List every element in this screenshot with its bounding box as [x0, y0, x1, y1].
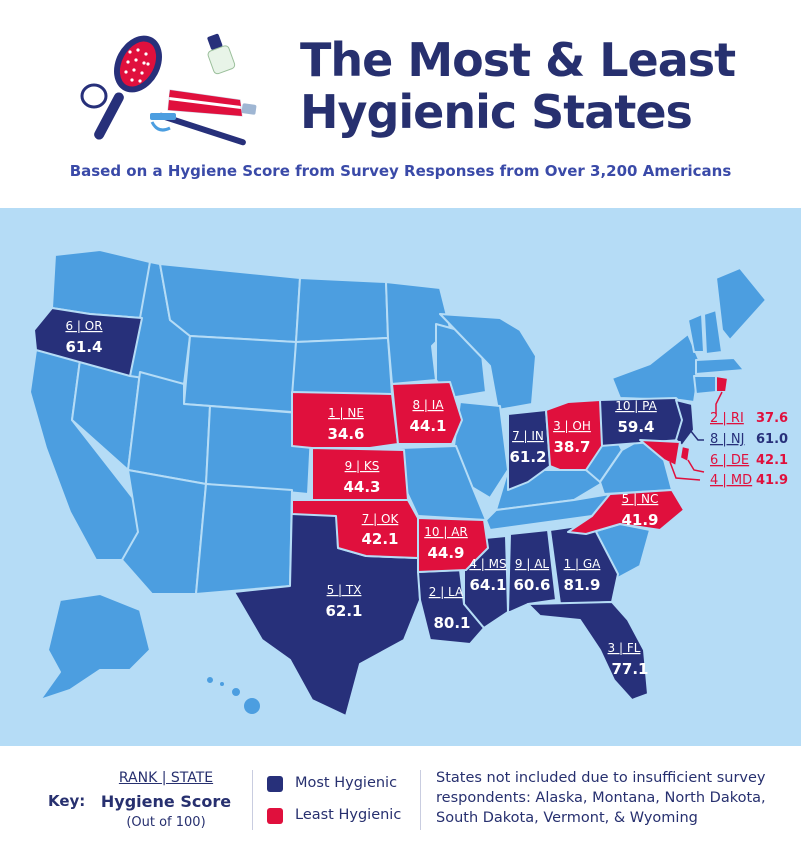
page-subtitle: Based on a Hygiene Score from Survey Res…: [69, 162, 732, 180]
key-divider-1: [252, 770, 253, 830]
label-ok-score: 42.1: [361, 530, 398, 548]
state-wa: [51, 249, 151, 319]
label-ms-rank: 4 | MS: [469, 557, 506, 571]
label-de-rank: 6 | DE: [710, 453, 749, 468]
label-fl-rank: 3 | FL: [608, 641, 641, 655]
label-ri-rank: 2 | RI: [710, 411, 744, 426]
label-ok-rank: 7 | OK: [362, 512, 400, 526]
key-out-of: (Out of 100): [126, 815, 206, 830]
label-ri-score: 37.6: [756, 411, 788, 426]
label-ga-score: 81.9: [563, 576, 600, 594]
state-oh: [545, 399, 603, 471]
state-ak: [39, 593, 151, 701]
nj-leader-line: [689, 429, 704, 441]
ri-leader-line: [715, 391, 723, 414]
state-la: [417, 569, 485, 645]
toothbrush-icon: [150, 112, 246, 146]
label-fl-score: 77.1: [611, 660, 648, 678]
state-mi: [439, 313, 537, 411]
label-oh-rank: 3 | OH: [553, 419, 591, 433]
state-nc: [567, 489, 685, 535]
state-ct: [693, 375, 717, 395]
label-la-rank: 2 | LA: [429, 585, 464, 599]
label-nj-rank: 8 | NJ: [710, 432, 744, 447]
key-panel: [0, 746, 801, 855]
state-me: [715, 267, 767, 341]
label-al-rank: 9 | AL: [515, 557, 550, 571]
label-de-score: 42.1: [756, 453, 788, 468]
state-nd: [295, 277, 389, 343]
label-la-score: 80.1: [433, 614, 470, 632]
label-pa-score: 59.4: [617, 418, 654, 436]
state-de: [679, 445, 691, 463]
nail-polish-icon: [207, 33, 236, 75]
hair-tie-icon: [80, 83, 108, 109]
label-in-rank: 7 | IN: [512, 429, 544, 443]
label-ne-score: 34.6: [327, 425, 364, 443]
hairbrush-icon: [94, 35, 162, 140]
label-md-rank: 4 | MD: [710, 473, 752, 488]
state-or: [33, 307, 143, 377]
label-ks-rank: 9 | KS: [345, 459, 380, 473]
state-md: [639, 439, 681, 467]
key-rank-state: RANK | STATE: [118, 770, 214, 786]
label-ks-score: 44.3: [343, 478, 380, 496]
us-map: 6 | OR 61.4 1 | NE 34.6 8 | IA 44.1 9 | …: [0, 208, 801, 746]
state-sd: [291, 337, 393, 397]
label-nj-score: 61.0: [756, 432, 788, 447]
label-al-score: 60.6: [513, 576, 550, 594]
state-ok: [291, 499, 419, 559]
state-ma: [695, 357, 745, 375]
key-hygiene-score: Hygiene Score: [100, 792, 232, 811]
title-line-1: The Most & Least: [300, 33, 736, 87]
state-nm: [195, 483, 293, 595]
key-note: States not included due to insufficient …: [436, 770, 766, 826]
label-ia-score: 44.1: [409, 417, 446, 435]
title-line-2: Hygienic States: [300, 85, 693, 139]
toothpaste-icon: [167, 89, 257, 117]
md-leader-line: [669, 461, 701, 481]
state-ia: [391, 381, 463, 445]
state-fl: [527, 601, 649, 701]
label-ar-score: 44.9: [427, 544, 464, 562]
state-wy: [183, 335, 297, 413]
state-co: [205, 405, 313, 495]
key-swatch-most: [267, 776, 283, 792]
label-ne-rank: 1 | NE: [328, 406, 364, 420]
state-hi: [205, 675, 262, 716]
label-oh-score: 38.7: [553, 438, 590, 456]
key-swatch-least: [267, 808, 283, 824]
label-nc-rank: 5 | NC: [622, 492, 659, 506]
label-nc-score: 41.9: [621, 511, 658, 529]
state-ri: [715, 375, 729, 393]
label-ia-rank: 8 | IA: [412, 398, 444, 412]
state-vt: [687, 313, 705, 353]
label-tx-rank: 5 | TX: [327, 583, 362, 597]
key-most-label: Most Hygienic: [295, 775, 398, 791]
state-nh: [703, 309, 723, 355]
page-title: The Most & Least Hygienic States: [300, 34, 780, 138]
label-tx-score: 62.1: [325, 602, 362, 620]
label-ms-score: 64.1: [469, 576, 506, 594]
label-pa-rank: 10 | PA: [615, 399, 657, 413]
label-or-rank: 6 | OR: [65, 319, 102, 333]
key-label: Key:: [48, 792, 86, 810]
label-md-score: 41.9: [756, 473, 788, 488]
key-divider-2: [420, 770, 421, 830]
label-ga-rank: 1 | GA: [564, 557, 602, 571]
state-ar: [417, 517, 489, 573]
label-ar-rank: 10 | AR: [424, 525, 468, 539]
de-leader-line: [687, 459, 705, 473]
state-in: [507, 409, 551, 491]
label-in-score: 61.2: [509, 448, 546, 466]
state-mn: [385, 281, 451, 385]
key-least-label: Least Hygienic: [295, 807, 402, 823]
label-or-score: 61.4: [65, 338, 102, 356]
hygiene-items-illustration: [80, 33, 257, 146]
state-al: [507, 529, 557, 613]
